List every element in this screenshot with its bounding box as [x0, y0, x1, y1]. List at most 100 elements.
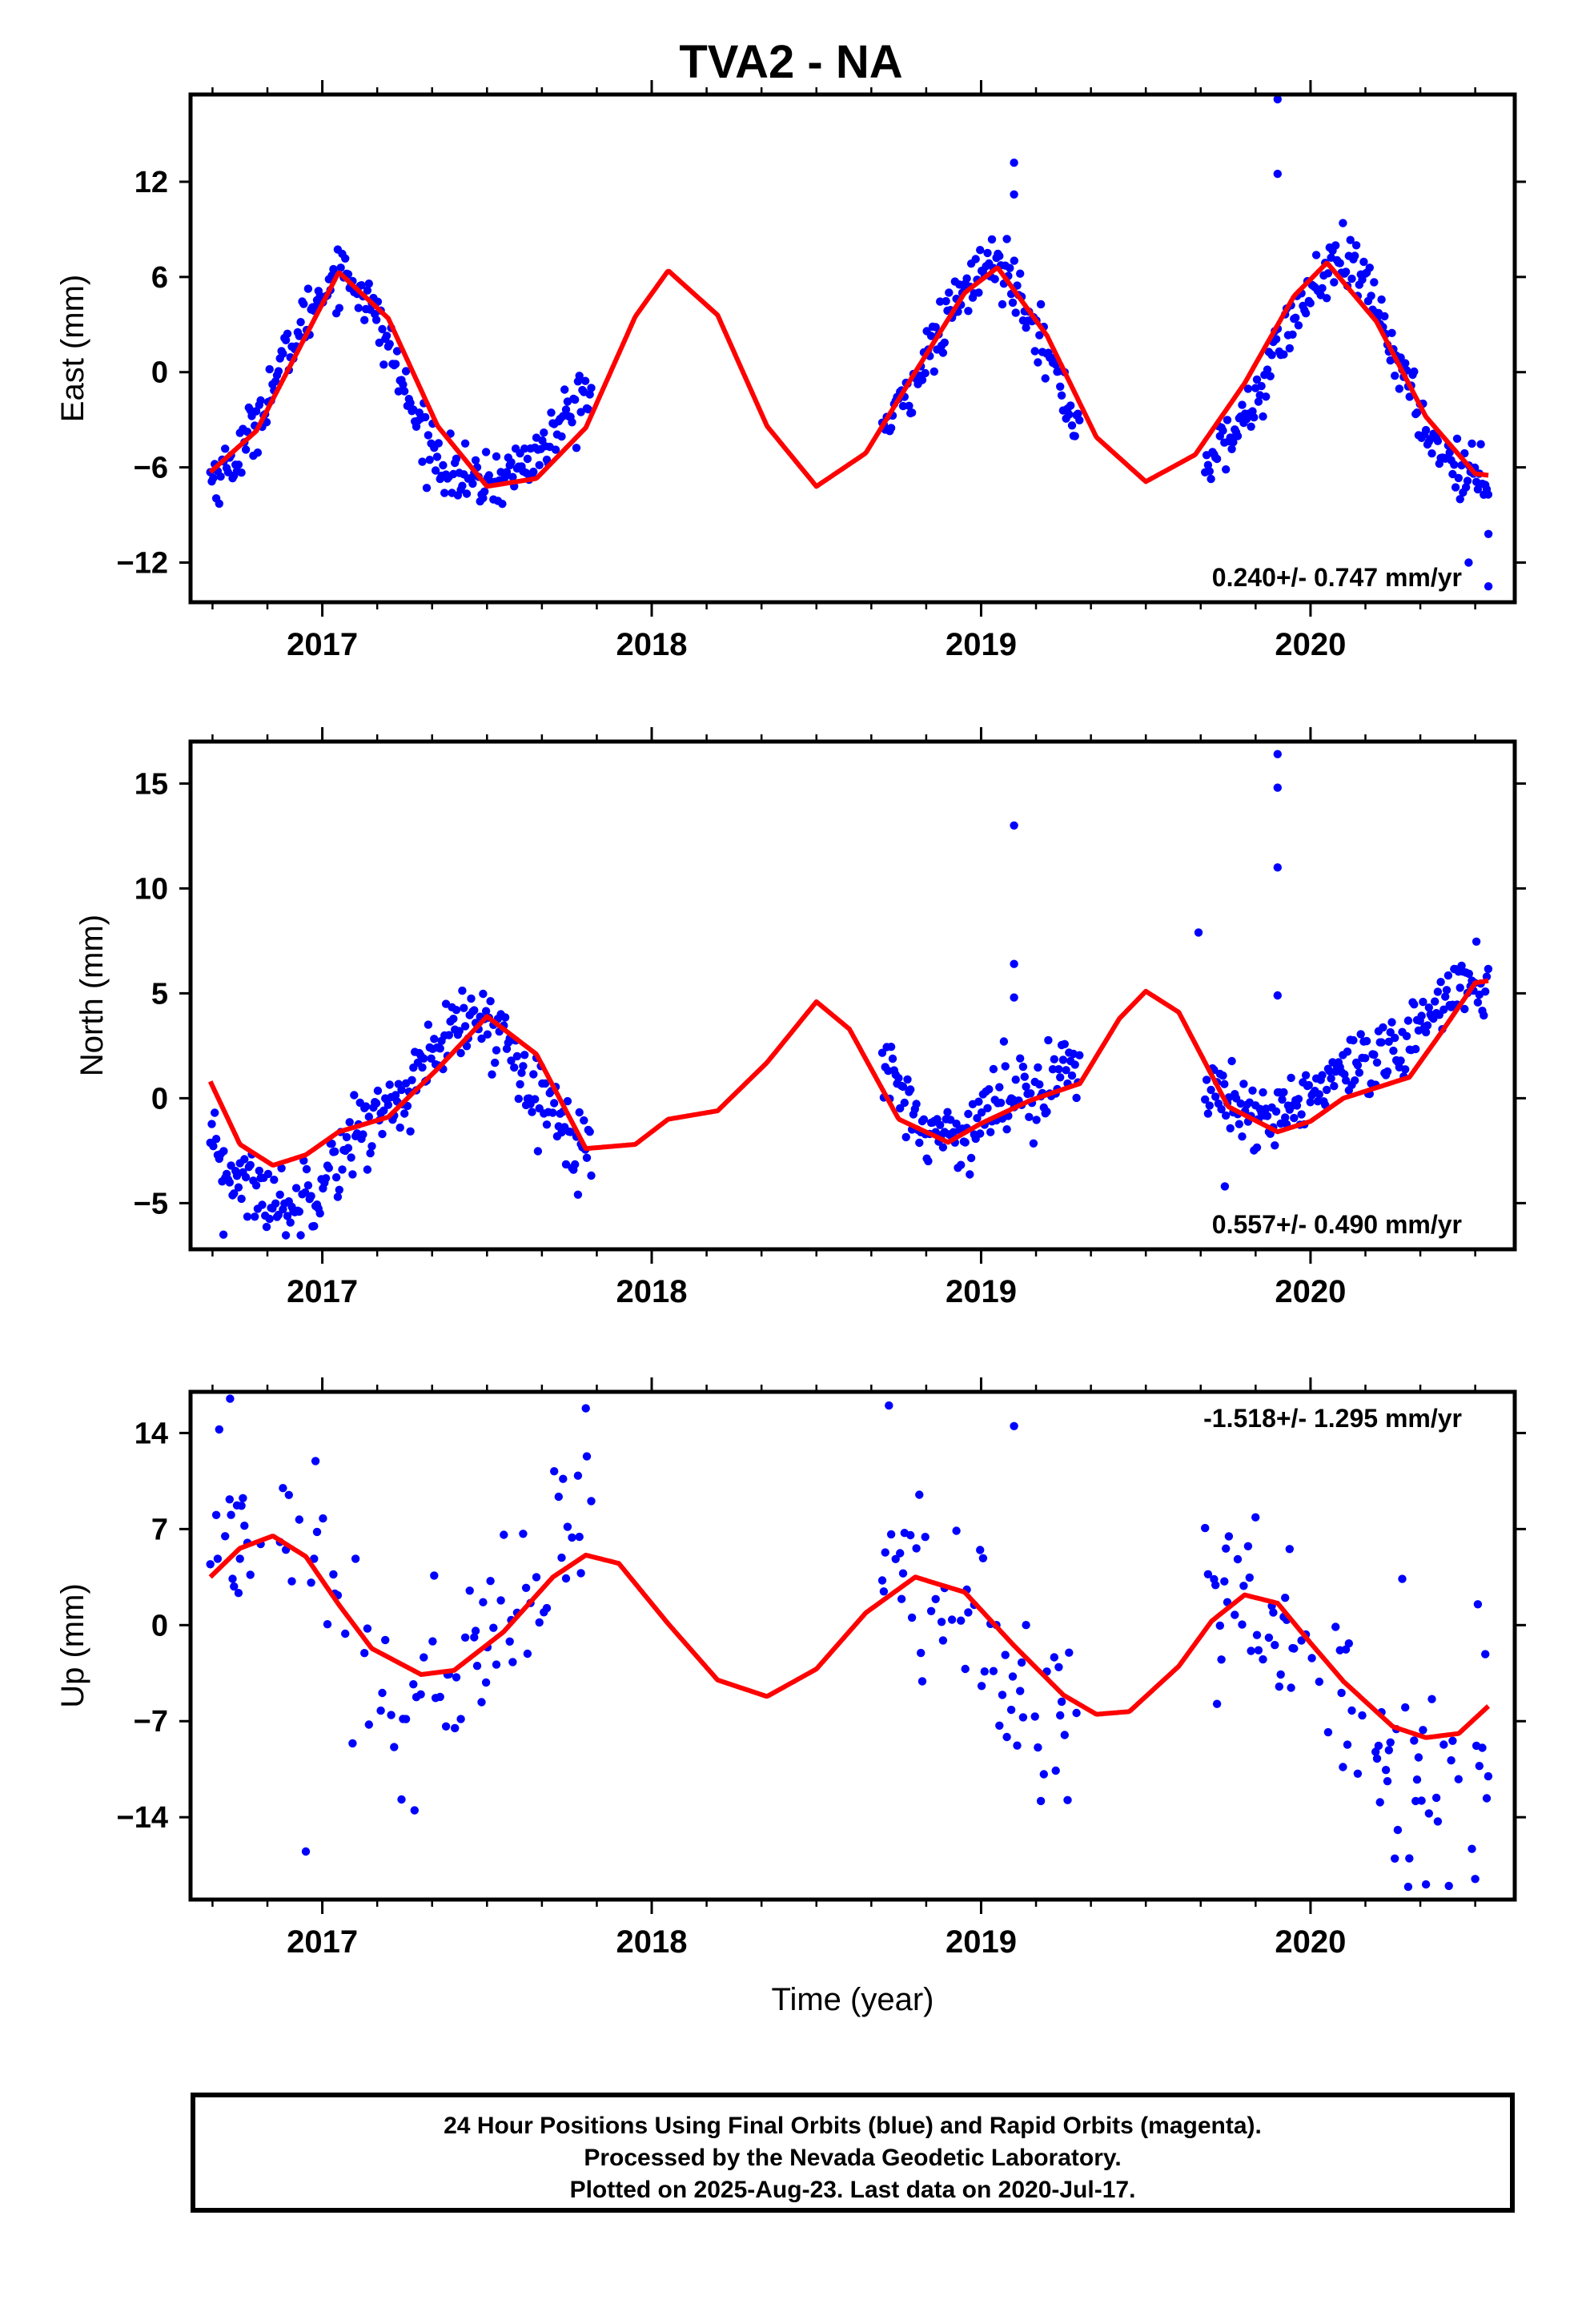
data-point [1443, 971, 1453, 980]
data-point-outlier [1273, 783, 1283, 792]
footer-caption-box: 24 Hour Positions Using Final Orbits (bl… [191, 2093, 1515, 2213]
data-point [998, 300, 1007, 309]
data-point [1405, 392, 1414, 401]
data-point [1227, 1056, 1236, 1066]
data-point [343, 1144, 353, 1152]
data-point [1217, 1104, 1226, 1114]
data-point [286, 1218, 295, 1227]
y-tick-label: −14 [117, 1801, 168, 1835]
data-point [1219, 1071, 1227, 1080]
data-point [912, 1100, 921, 1108]
data-point [1239, 1582, 1248, 1590]
data-point [1072, 1708, 1081, 1718]
figure-title: TVA2 - NA [679, 36, 903, 88]
data-point [361, 1102, 371, 1111]
data-point [1396, 1056, 1405, 1065]
data-point [1331, 241, 1340, 250]
data-point [508, 1658, 517, 1667]
data-point [468, 479, 477, 489]
data-point [1452, 434, 1462, 443]
data-point [291, 1184, 301, 1192]
data-point [486, 997, 495, 1006]
data-point [550, 1099, 559, 1108]
y-axis-label: North (mm) [74, 915, 110, 1076]
data-point [520, 1051, 529, 1059]
data-point [896, 1104, 905, 1113]
data-point-outlier [1484, 582, 1493, 591]
data-point [548, 1108, 557, 1117]
data-point [931, 1594, 940, 1604]
x-tick-label: 2019 [946, 627, 1017, 662]
data-point [1060, 1731, 1070, 1739]
data-point [281, 1231, 291, 1240]
data-point [359, 1130, 367, 1139]
data-point [1387, 1018, 1396, 1027]
data-point [584, 405, 592, 414]
data-point [1294, 1095, 1303, 1104]
data-point [378, 1129, 387, 1139]
data-point [237, 468, 246, 477]
data-point [946, 1116, 955, 1124]
data-point [1436, 978, 1445, 987]
x-tick-label: 2017 [287, 627, 358, 662]
data-point [428, 1637, 437, 1646]
x-tick-label: 2017 [287, 1924, 358, 1960]
data-point [1442, 986, 1452, 995]
data-point [976, 1546, 985, 1554]
data-point [1212, 1699, 1222, 1708]
data-point [990, 275, 999, 283]
data-point [1290, 1644, 1299, 1653]
x-tick-label: 2019 [946, 1274, 1017, 1309]
data-point [1075, 416, 1084, 424]
data-point [971, 255, 980, 263]
data-point [1233, 432, 1243, 440]
data-point [551, 445, 560, 454]
data-point [1036, 300, 1046, 309]
data-point [1207, 474, 1215, 484]
data-point [391, 360, 400, 368]
data-point [375, 338, 383, 348]
data-point [1482, 972, 1492, 981]
data-point [1412, 1775, 1422, 1784]
data-point [360, 316, 369, 324]
data-point [1377, 295, 1386, 304]
data-point [1239, 1080, 1248, 1088]
panel-plot-area [206, 1394, 1493, 1892]
data-point [471, 456, 480, 464]
data-point [1016, 1687, 1025, 1695]
data-point [1351, 1076, 1359, 1085]
data-point [312, 1527, 322, 1537]
data-point [1341, 1076, 1351, 1085]
data-point [430, 1571, 439, 1580]
data-point [363, 1165, 372, 1174]
data-point [1035, 331, 1044, 340]
data-point [481, 1007, 491, 1015]
data-point [1247, 422, 1255, 431]
data-point [1238, 1620, 1247, 1629]
data-point [1318, 283, 1327, 293]
x-tick-label: 2020 [1275, 627, 1346, 662]
data-point [582, 1153, 592, 1163]
data-point [1065, 410, 1074, 419]
data-point [1243, 384, 1253, 393]
data-point [563, 1096, 572, 1106]
data-point [520, 444, 529, 453]
data-point [1339, 1763, 1347, 1771]
data-point [360, 1649, 369, 1658]
data-point [1476, 440, 1485, 448]
data-point [373, 1086, 383, 1096]
data-point [1042, 1108, 1051, 1116]
data-point [1315, 1677, 1324, 1687]
data-point [1398, 1574, 1407, 1583]
data-point [1391, 1854, 1399, 1863]
data-point [396, 1123, 404, 1132]
data-point [528, 1108, 536, 1116]
data-point [1245, 1573, 1255, 1582]
data-point [1424, 1809, 1434, 1818]
data-point [940, 338, 950, 347]
data-point [587, 1171, 596, 1180]
data-point [283, 329, 292, 338]
data-point [905, 401, 913, 410]
data-point-outlier [1010, 821, 1018, 830]
